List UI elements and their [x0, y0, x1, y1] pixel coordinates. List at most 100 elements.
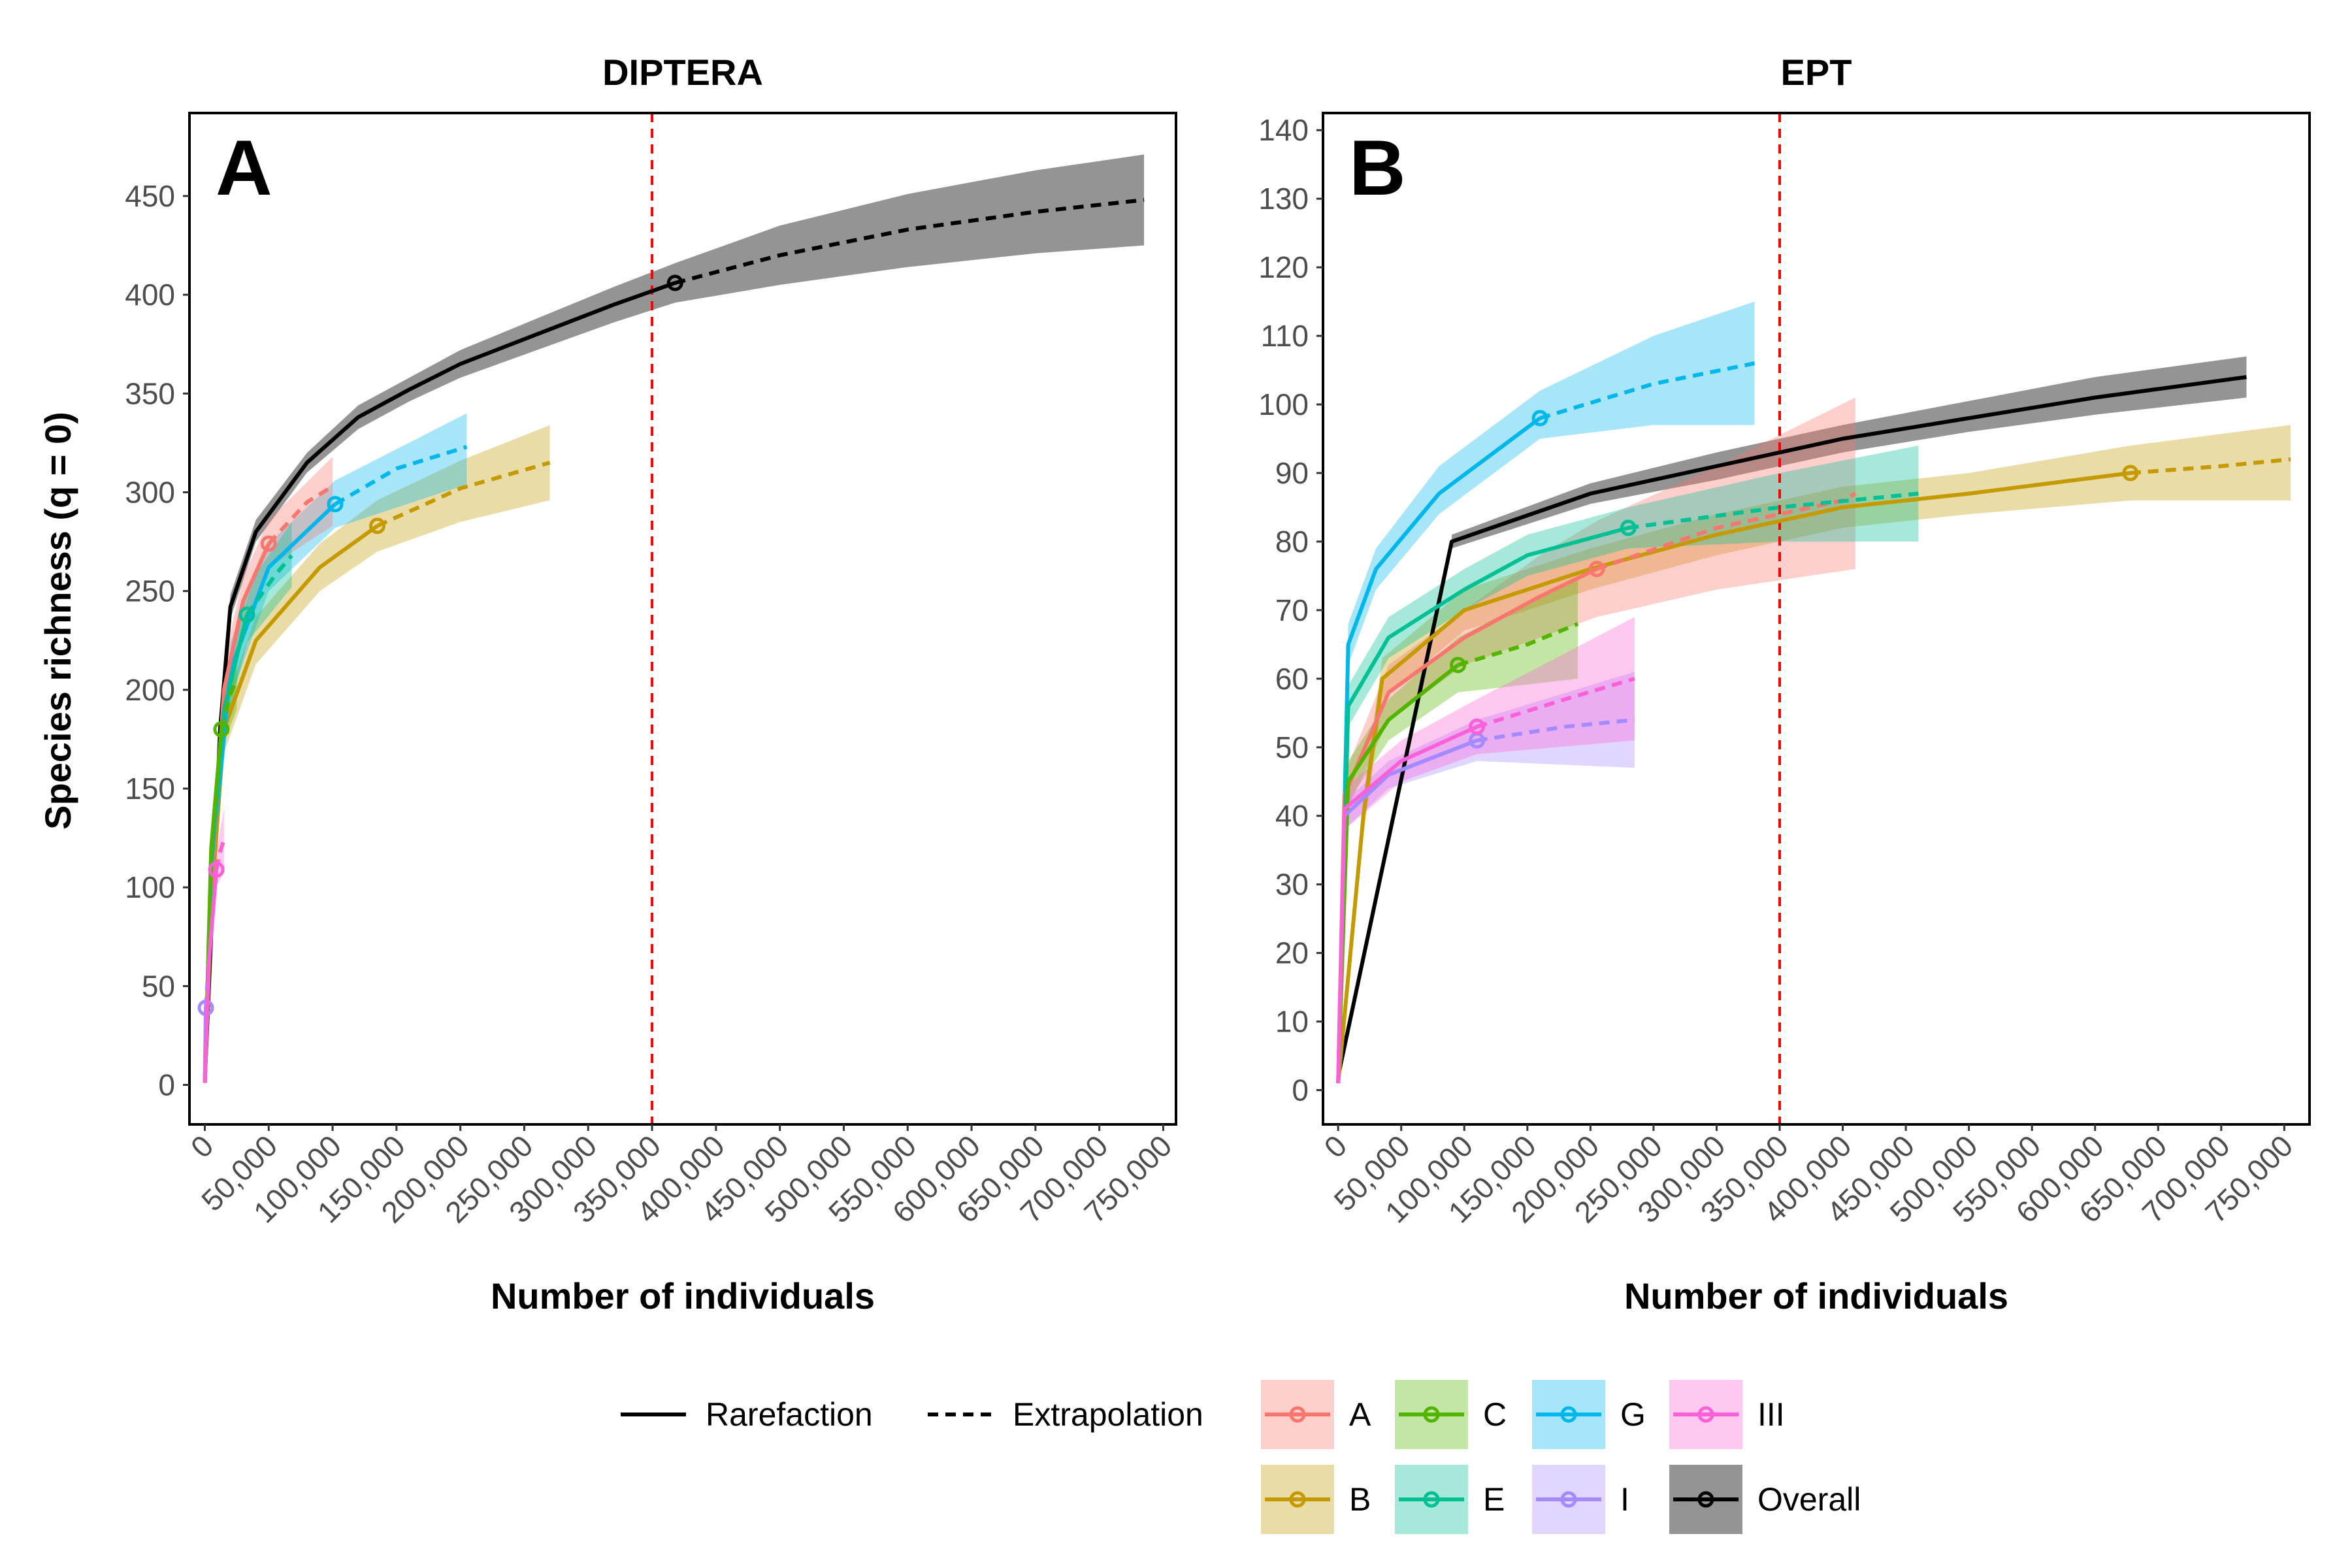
y-tick-label: 70 — [1275, 593, 1309, 627]
legend-key-overall: Overall — [1669, 1465, 1861, 1534]
rarefaction-line-iii — [1336, 725, 1478, 1084]
y-tick-label: 200 — [125, 673, 175, 707]
y-tick-label: 110 — [1261, 319, 1309, 353]
x-axis-title: Number of individuals — [491, 1275, 875, 1316]
observed-point-c — [1450, 657, 1467, 674]
observed-point-e — [238, 606, 255, 623]
extrapolation-line-iii — [1476, 676, 1635, 729]
x-tick-label: 0 — [1317, 1128, 1353, 1164]
legend-label: G — [1620, 1396, 1646, 1433]
extrapolation-line-b — [376, 461, 551, 528]
legend-point-swatch — [1289, 1406, 1306, 1423]
legend-label: III — [1757, 1396, 1785, 1433]
plot-area — [197, 113, 1145, 1124]
y-tick-label: 100 — [125, 870, 175, 904]
legend-point-swatch — [1560, 1491, 1577, 1508]
observed-point-a — [260, 535, 277, 552]
legend-rarefaction-label: Rarefaction — [706, 1396, 873, 1433]
rarefaction-line-e — [1336, 526, 1629, 1084]
legend-point-swatch — [1289, 1491, 1306, 1508]
legend-label: I — [1620, 1481, 1629, 1518]
y-tick-label: 90 — [1275, 456, 1309, 490]
y-tick-label: 40 — [1275, 799, 1309, 833]
observed-point-g — [1531, 410, 1548, 427]
legend-key-a: A — [1261, 1380, 1371, 1449]
y-tick-label: 0 — [1292, 1073, 1309, 1107]
plot-frame — [1322, 112, 2311, 1126]
legend-key-e: E — [1395, 1465, 1505, 1534]
y-tick-label: 80 — [1275, 525, 1309, 559]
y-tick-label: 30 — [1275, 868, 1309, 902]
y-tick-label: 400 — [125, 278, 175, 312]
observed-point-iii — [208, 861, 225, 878]
legend-point-swatch — [1560, 1406, 1577, 1423]
y-tick-label: 120 — [1258, 250, 1309, 284]
band-b — [204, 425, 550, 1083]
band-g — [1338, 301, 1755, 1084]
legend-key-i: I — [1532, 1465, 1629, 1534]
extrapolation-line-b — [2130, 457, 2291, 475]
legend-label: A — [1349, 1396, 1371, 1433]
x-axis-title: Number of individuals — [1624, 1275, 2008, 1316]
extrapolation-line-i — [1477, 717, 1635, 743]
observed-point-b — [2122, 465, 2139, 482]
y-tick-label: 450 — [125, 179, 175, 213]
extrapolation-line-overall — [674, 198, 1145, 285]
band-overall — [204, 154, 1145, 1083]
extrapolation-line-g — [334, 445, 468, 506]
rarefaction-line-overall — [203, 281, 676, 1081]
extrapolation-line-g — [1539, 361, 1755, 420]
legend-label: C — [1483, 1396, 1507, 1433]
y-tick-label: 0 — [158, 1068, 175, 1102]
band-b — [1338, 425, 2291, 1083]
y-tick-label: 20 — [1275, 936, 1309, 970]
y-tick-label: 130 — [1258, 182, 1309, 216]
observed-point-a — [1588, 561, 1605, 578]
rarefaction-line-overall — [1336, 375, 2247, 1077]
y-tick-label: 50 — [1275, 730, 1309, 764]
extrapolation-line-c — [1457, 622, 1579, 667]
rarefaction-line-iii — [203, 869, 219, 1083]
extrapolation-line-a — [267, 484, 334, 546]
panel-b: EPTB010203040506070809010011012013014005… — [1258, 52, 2311, 1316]
x-tick-label: 0 — [184, 1128, 220, 1164]
band-e — [1338, 446, 1919, 1083]
y-tick-label: 100 — [1258, 387, 1309, 421]
y-tick-label: 10 — [1275, 1005, 1309, 1039]
plot-area — [1336, 113, 2291, 1124]
band-a — [1338, 397, 1855, 1083]
observed-point-b — [369, 517, 386, 534]
plot-frame — [188, 112, 1177, 1126]
legend-extrapolation-label: Extrapolation — [1013, 1396, 1203, 1433]
legend-label: B — [1349, 1481, 1371, 1518]
observed-point-iii — [1469, 718, 1486, 735]
band-iii — [1338, 617, 1635, 1083]
panel-tag: A — [216, 124, 272, 212]
legend: Rarefaction Extrapolation A C G III B E I Overall — [621, 1380, 1861, 1534]
y-tick-label: 250 — [125, 574, 175, 608]
panel-title: DIPTERA — [602, 52, 763, 93]
band-i — [1338, 672, 1635, 1083]
legend-key-iii: III — [1669, 1380, 1785, 1449]
extrapolation-line-c — [219, 679, 239, 730]
band-a — [204, 457, 333, 1083]
observed-point-overall — [666, 274, 683, 291]
y-axis-title: Species richness (q = 0) — [37, 412, 78, 830]
legend-point-swatch — [1423, 1491, 1440, 1508]
panel-a: DIPTERAA050100150200250300350400450050,0… — [125, 52, 1178, 1316]
y-tick-label: 350 — [125, 376, 175, 410]
legend-label: Overall — [1757, 1481, 1861, 1518]
legend-point-swatch — [1697, 1491, 1714, 1508]
observed-point-g — [327, 496, 344, 513]
y-tick-label: 300 — [125, 476, 175, 510]
observed-point-e — [1620, 519, 1637, 536]
panel-tag: B — [1349, 124, 1406, 212]
band-e — [204, 521, 292, 1083]
y-tick-label: 60 — [1275, 662, 1309, 696]
observed-point-c — [213, 721, 230, 738]
y-tick-label: 150 — [125, 772, 175, 806]
legend-key-b: B — [1261, 1465, 1371, 1534]
legend-point-swatch — [1697, 1406, 1714, 1423]
panel-title: EPT — [1781, 52, 1852, 93]
